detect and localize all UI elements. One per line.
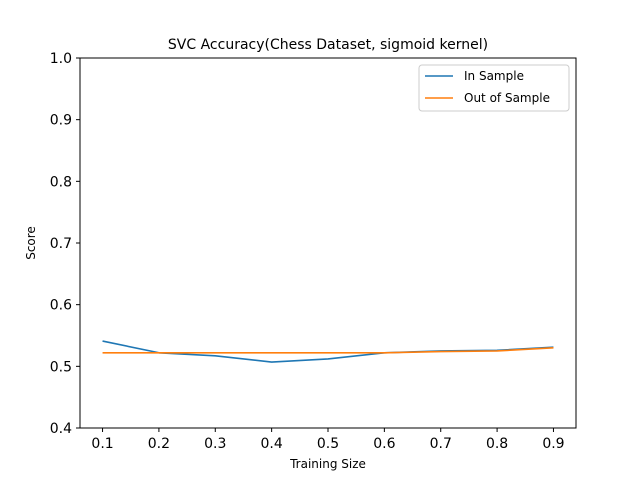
y-axis-label: Score [24, 226, 38, 260]
x-tick-label: 0.4 [261, 436, 283, 452]
y-tick-label: 0.8 [50, 174, 72, 190]
x-tick-label: 0.6 [373, 436, 395, 452]
plot-frame [79, 57, 577, 429]
legend-label: Out of Sample [464, 91, 550, 105]
y-tick-label: 0.7 [50, 236, 72, 252]
x-axis-label: Training Size [289, 457, 366, 471]
series-line-out-of-sample [102, 347, 554, 354]
x-tick-label: 0.9 [542, 436, 564, 452]
y-axis-ticks: 0.4 0.5 0.6 0.7 0.8 0.9 1.0 [50, 51, 80, 437]
x-tick-label: 0.2 [148, 436, 170, 452]
y-tick-label: 0.4 [50, 421, 72, 437]
x-axis-ticks: 0.1 0.2 0.3 0.4 0.5 0.6 0.7 0.8 0.9 [91, 428, 565, 452]
x-tick-label: 0.3 [204, 436, 226, 452]
y-tick-label: 0.9 [50, 113, 72, 129]
chart-title: SVC Accuracy(Chess Dataset, sigmoid kern… [168, 37, 488, 53]
x-tick-label: 0.8 [486, 436, 508, 452]
legend-box [418, 64, 570, 112]
legend: In Sample Out of Sample [418, 64, 570, 112]
y-tick-label: 0.5 [50, 359, 72, 375]
x-tick-label: 0.7 [430, 436, 452, 452]
x-tick-label: 0.1 [91, 436, 113, 452]
legend-label: In Sample [464, 69, 524, 83]
x-tick-label: 0.5 [317, 436, 339, 452]
y-tick-label: 1.0 [50, 51, 72, 67]
series-lines [102, 340, 554, 363]
y-tick-label: 0.6 [50, 298, 72, 314]
